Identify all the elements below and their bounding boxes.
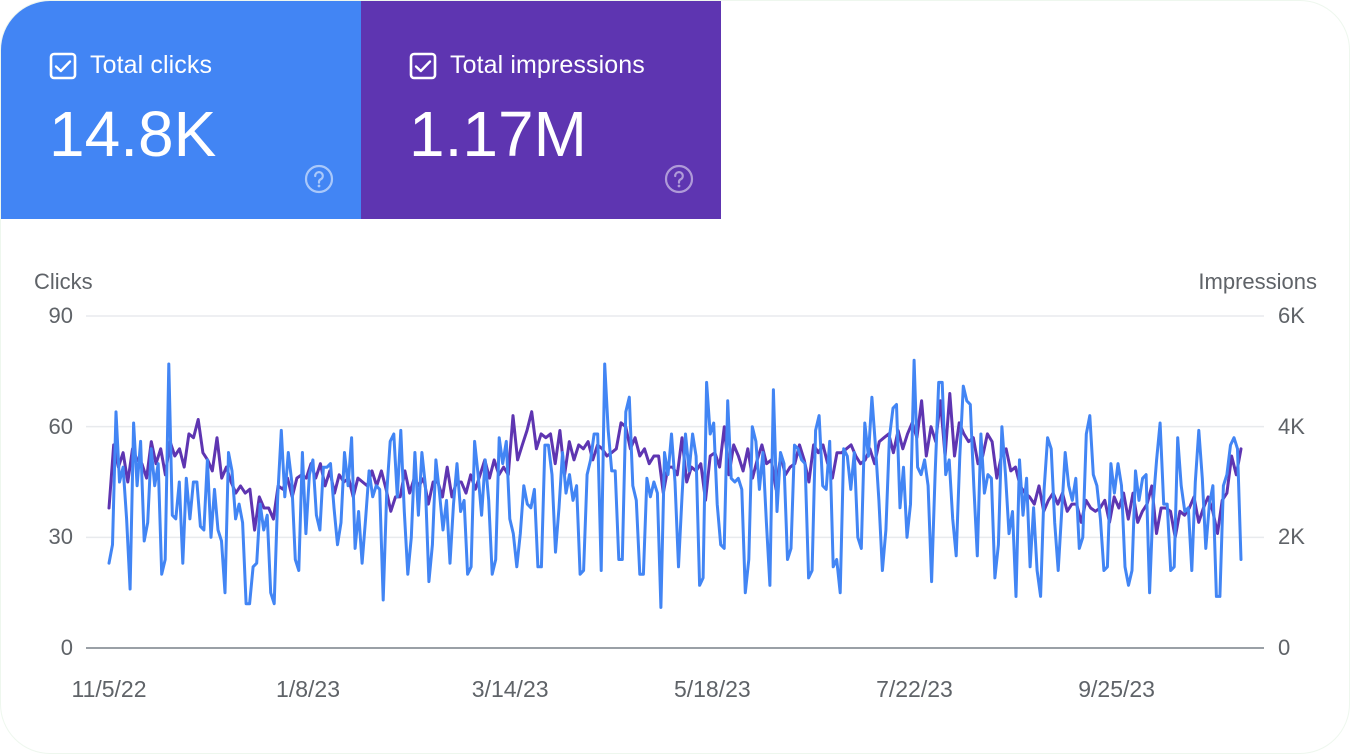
card-label: Total clicks — [90, 51, 213, 79]
right-axis-tick-label: 2K — [1278, 524, 1305, 550]
card-label: Total impressions — [450, 51, 645, 79]
left-axis-tick-label: 60 — [48, 413, 73, 439]
card-value: 1.17M — [409, 98, 587, 170]
series-line-impressions — [107, 392, 1243, 539]
series-line-clicks — [107, 358, 1243, 609]
right-axis-tick-label: 0 — [1278, 635, 1291, 660]
x-axis-tick-label: 5/18/23 — [673, 676, 751, 702]
right-axis-tick-label: 4K — [1278, 413, 1305, 439]
x-axis-tick-label: 9/25/23 — [1078, 676, 1155, 702]
left-axis-tick-label: 0 — [60, 635, 73, 660]
left-axis-title: Clicks — [34, 269, 93, 294]
x-axis-tick-label: 7/22/23 — [876, 676, 953, 702]
left-axis-tick-label: 30 — [48, 524, 73, 550]
checkbox-checked-icon[interactable] — [409, 52, 437, 80]
x-axis-tick-label: 11/5/22 — [71, 676, 147, 702]
x-axis-tick-label: 3/14/23 — [471, 676, 549, 702]
card-value: 14.8K — [49, 98, 217, 170]
x-axis-tick-label: 1/8/23 — [276, 676, 340, 702]
right-axis-title: Impressions — [1198, 269, 1317, 294]
right-axis-tick-label: 6K — [1278, 303, 1305, 328]
left-axis-tick-label: 90 — [48, 303, 73, 328]
help-circle-icon[interactable] — [304, 164, 334, 194]
help-circle-icon[interactable] — [664, 164, 694, 194]
checkbox-checked-icon[interactable] — [49, 52, 77, 80]
total-clicks-card[interactable]: Total clicks 14.8K — [1, 1, 361, 219]
total-impressions-card[interactable]: Total impressions 1.17M — [361, 1, 721, 219]
